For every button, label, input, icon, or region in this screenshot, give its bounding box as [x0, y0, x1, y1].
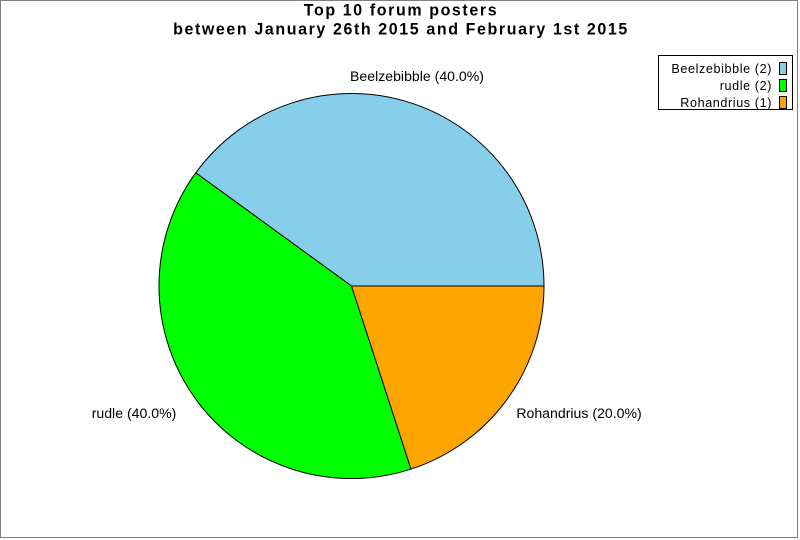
svg-text:Beelzebibble (40.0%): Beelzebibble (40.0%)	[350, 68, 484, 84]
svg-text:rudle (40.0%): rudle (40.0%)	[92, 405, 177, 421]
svg-text:Rohandrius (20.0%): Rohandrius (20.0%)	[516, 405, 641, 421]
